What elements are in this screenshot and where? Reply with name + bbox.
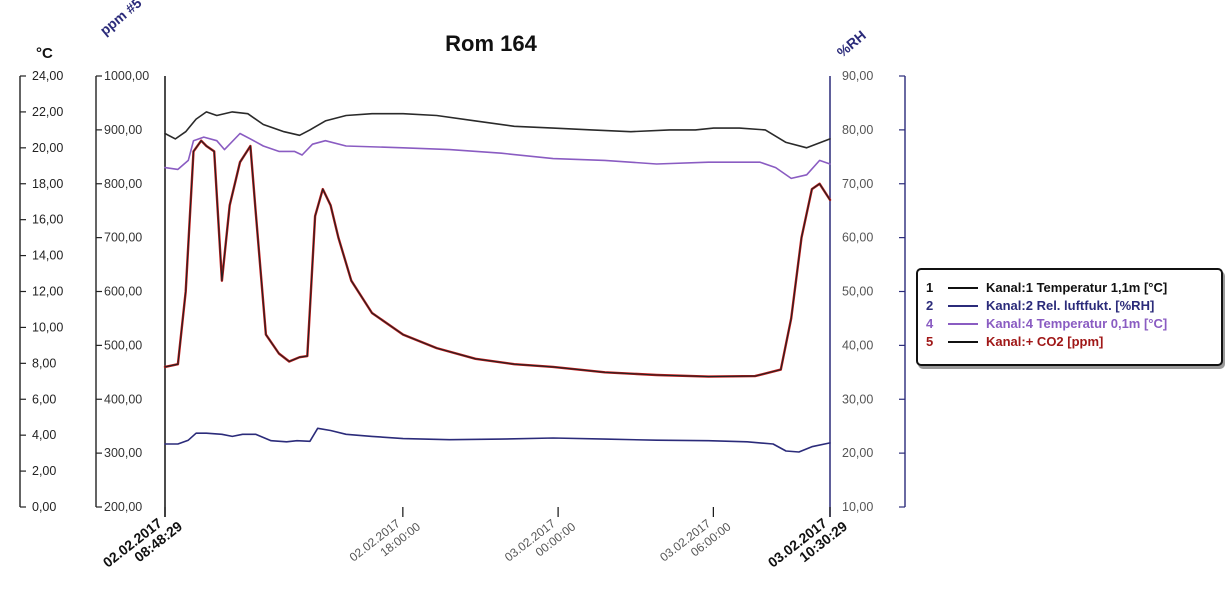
left-ppm-tick-label: 200,00 xyxy=(104,500,142,514)
left-temp-tick-label: 8,00 xyxy=(32,356,56,370)
legend-label: Kanal:4 Temperatur 0,1m [°C] xyxy=(986,316,1168,331)
left-ppm-tick-label: 600,00 xyxy=(104,285,142,299)
legend-number: 2 xyxy=(926,298,934,313)
series-line-5-accent xyxy=(163,139,832,378)
legend-swatch xyxy=(948,305,978,307)
left-temp-tick-label: 24,00 xyxy=(32,69,63,83)
series-line-2 xyxy=(164,427,831,453)
left-temp-tick-label: 6,00 xyxy=(32,392,56,406)
left-temp-tick-label: 10,00 xyxy=(32,320,63,334)
right-rh-tick-label: 70,00 xyxy=(842,177,873,191)
ppm-axis-label: ppm #5 xyxy=(97,0,145,38)
series-line-1 xyxy=(164,111,831,149)
left-ppm-tick-label: 300,00 xyxy=(104,446,142,460)
left-ppm-tick-label: 400,00 xyxy=(104,392,142,406)
left-temp-tick-label: 4,00 xyxy=(32,428,56,442)
legend: 1 Kanal:1 Temperatur 1,1m [°C] 2 Kanal:2… xyxy=(916,268,1223,366)
left-temp-tick-label: 2,00 xyxy=(32,464,56,478)
right-rh-tick-label: 60,00 xyxy=(842,231,873,245)
rh-axis-label: %RH xyxy=(834,27,869,60)
right-rh-tick-label: 30,00 xyxy=(842,392,873,406)
series-line-4 xyxy=(164,132,831,180)
right-rh-tick-label: 90,00 xyxy=(842,69,873,83)
left-ppm-tick-label: 1000,00 xyxy=(104,69,149,83)
legend-item-2: 2 Kanal:2 Rel. luftfukt. [%RH] xyxy=(926,297,1213,315)
legend-number: 1 xyxy=(926,280,934,295)
left-temp-tick-label: 20,00 xyxy=(32,141,63,155)
left-temp-tick-label: 16,00 xyxy=(32,213,63,227)
legend-number: 4 xyxy=(926,316,934,331)
left-temp-tick-label: 12,00 xyxy=(32,285,63,299)
left-temp-tick-label: 0,00 xyxy=(32,500,56,514)
legend-swatch xyxy=(948,323,978,325)
right-rh-tick-label: 50,00 xyxy=(842,285,873,299)
left-temp-tick-label: 18,00 xyxy=(32,177,63,191)
right-rh-tick-label: 20,00 xyxy=(842,446,873,460)
axes-layer: 24,00 22,00 20,00 18,00 16,00 14,00 12,00 10,00… xyxy=(19,69,906,517)
legend-swatch xyxy=(948,287,978,289)
legend-item-1: 1 Kanal:1 Temperatur 1,1m [°C] xyxy=(926,279,1213,297)
right-rh-tick-label: 40,00 xyxy=(842,338,873,352)
left-ppm-tick-label: 500,00 xyxy=(104,338,142,352)
left-temp-tick-label: 22,00 xyxy=(32,105,63,119)
left-ppm-tick-label: 700,00 xyxy=(104,231,142,245)
series-line-5 xyxy=(164,140,831,378)
legend-item-4: 4 Kanal:4 Temperatur 0,1m [°C] xyxy=(926,315,1213,333)
left-temp-tick-label: 14,00 xyxy=(32,249,63,263)
temp-axis-label: °C xyxy=(36,45,53,62)
chart-title: Rom 164 xyxy=(445,31,537,56)
legend-number: 5 xyxy=(926,334,934,349)
left-ppm-tick-label: 900,00 xyxy=(104,123,142,137)
series-layer xyxy=(163,111,832,453)
left-ppm-tick-label: 800,00 xyxy=(104,177,142,191)
legend-label: Kanal:1 Temperatur 1,1m [°C] xyxy=(986,280,1168,295)
legend-label: Kanal:+ CO2 [ppm] xyxy=(986,334,1104,349)
right-rh-tick-label: 80,00 xyxy=(842,123,873,137)
legend-label: Kanal:2 Rel. luftfukt. [%RH] xyxy=(986,298,1155,313)
right-rh-tick-label: 10,00 xyxy=(842,500,873,514)
legend-item-5: 5 Kanal:+ CO2 [ppm] xyxy=(926,333,1213,351)
legend-swatch xyxy=(948,341,978,343)
